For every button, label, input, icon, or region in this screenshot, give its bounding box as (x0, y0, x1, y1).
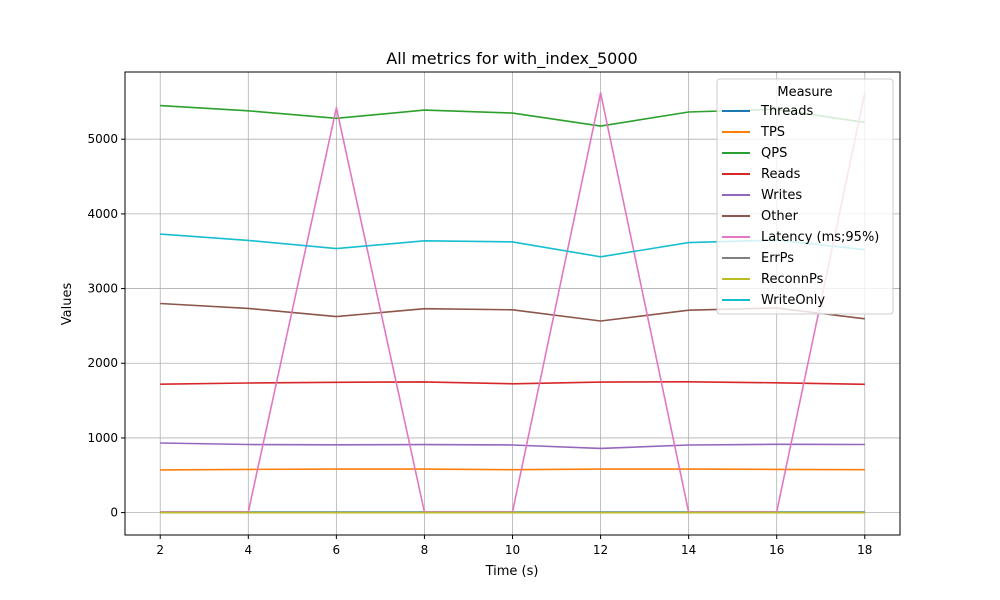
x-tick-label: 12 (593, 543, 608, 557)
legend-label: TPS (760, 125, 785, 140)
legend-box (716, 78, 894, 315)
legend-label: Reads (761, 167, 801, 182)
x-tick-label: 18 (857, 543, 872, 557)
y-tick-label: 0 (110, 506, 118, 520)
y-axis-label: Values (60, 283, 75, 326)
legend-label: QPS (761, 146, 787, 161)
legend-label: Other (761, 209, 799, 224)
x-tick-label: 8 (421, 543, 429, 557)
x-tick-label: 10 (505, 543, 520, 557)
x-tick-label: 14 (681, 543, 696, 557)
series-lines (160, 92, 866, 514)
series-line-4 (160, 442, 865, 450)
legend-label: Threads (760, 104, 813, 119)
legend-label: ErrPs (761, 251, 794, 266)
y-tick-label: 5000 (87, 132, 118, 146)
series-line-3 (160, 380, 865, 386)
y-tick-label: 3000 (87, 282, 118, 296)
legend: Measure Threads TPS QPS Reads Writes Other Lat… (716, 78, 894, 315)
axis-ticks: 2 4 6 8 10 12 14 16 18 0 1000 2000 3000 4000 5000 (87, 132, 872, 557)
x-tick-label: 16 (769, 543, 784, 557)
series-line-1 (160, 468, 865, 471)
legend-label: Latency (ms;95%) (761, 230, 879, 245)
y-tick-label: 2000 (87, 356, 118, 370)
legend-items: Threads TPS QPS Reads Writes Other Latency (ms… (722, 104, 879, 308)
legend-label: Writes (761, 188, 802, 203)
x-tick-label: 2 (156, 543, 164, 557)
legend-title: Measure (777, 85, 832, 100)
legend-label: ReconnPs (761, 272, 824, 287)
chart-title: All metrics for with_index_5000 (386, 49, 637, 69)
x-axis-label: Time (s) (485, 564, 539, 579)
y-tick-label: 4000 (87, 207, 118, 221)
y-tick-label: 1000 (87, 431, 118, 445)
legend-label: WriteOnly (761, 293, 825, 308)
x-tick-label: 6 (333, 543, 341, 557)
x-tick-label: 4 (244, 543, 252, 557)
